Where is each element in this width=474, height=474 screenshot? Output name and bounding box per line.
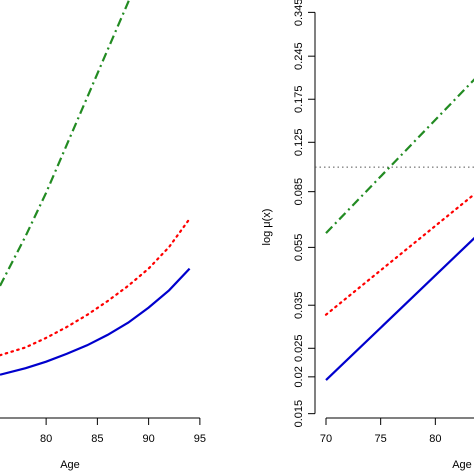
y-tick-label: 0.055: [293, 234, 305, 262]
series-line-dotted: [324, 193, 474, 316]
y-tick-label: 0.125: [293, 129, 305, 157]
x-tick-label: 75: [375, 433, 387, 445]
y-tick-label: 0.015: [293, 400, 305, 428]
y-tick-label: 0.345: [293, 0, 305, 26]
x-tick-label: 95: [194, 433, 206, 445]
x-tick-label: 90: [143, 433, 155, 445]
y-tick-label: 0.245: [293, 42, 305, 70]
x-tick-label: 70: [320, 433, 332, 445]
y-tick-label: 0.085: [293, 178, 305, 206]
y-tick-label: 0.035: [293, 291, 305, 319]
x-axis-label: Age: [452, 459, 472, 471]
x-tick-label: 80: [429, 433, 441, 445]
y-tick-label: 0.02: [293, 366, 305, 387]
x-tick-label: 85: [91, 433, 103, 445]
series-line-dashdot: [0, 0, 131, 287]
left-panel: 80 85 90 95 Age: [0, 0, 206, 471]
series-line-dotted: [0, 217, 191, 357]
x-tick-label: 80: [40, 433, 52, 445]
series-line-solid: [325, 236, 474, 381]
y-tick-label: 0.025: [293, 335, 305, 363]
right-panel: 0.015 0.02 0.025 0.035 0.055 0.085 0.125 0.175 0…: [261, 0, 474, 471]
series-line-dashdot: [325, 78, 474, 234]
series-line-solid: [0, 267, 191, 376]
y-axis-label: log μ(x): [261, 209, 273, 246]
y-tick-label: 0.175: [293, 85, 305, 113]
x-axis-label: Age: [60, 459, 80, 471]
